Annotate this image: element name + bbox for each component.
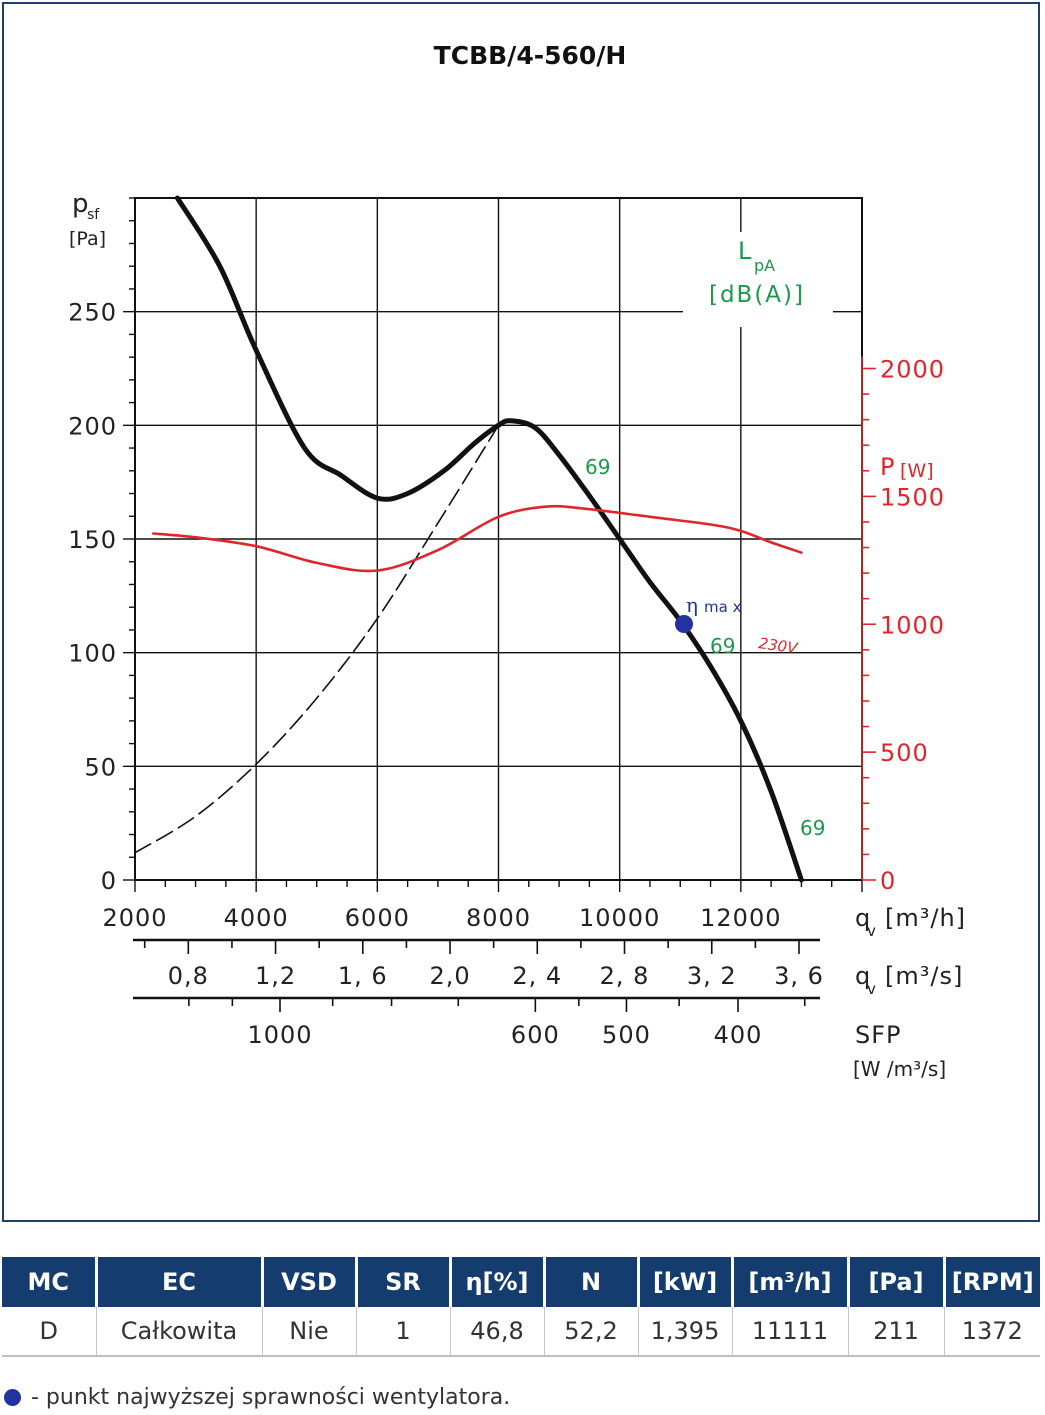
x2-tick-label: 1, 6 bbox=[338, 962, 388, 990]
sfp-tick-label: 600 bbox=[511, 1021, 560, 1049]
table-cell: D bbox=[2, 1307, 97, 1357]
y-tick-label: 200 bbox=[68, 412, 117, 440]
eta-max-point bbox=[675, 615, 693, 633]
label-layer: LpA [dB(A)] 230V 69 69 69 η ma x bbox=[585, 237, 825, 840]
table-header-cell: [Pa] bbox=[848, 1257, 946, 1307]
table-header-cell: [RPM] bbox=[944, 1257, 1040, 1307]
chart-title: TCBB/4-560/H bbox=[434, 41, 627, 70]
x-tick-label: 12000 bbox=[700, 904, 781, 932]
power-axis-label: P bbox=[880, 453, 894, 481]
legend-note: - punkt najwyższej sprawności wentylator… bbox=[4, 1385, 510, 1410]
spec-table: MC EC VSD SR η[%] N [kW] [m³/h] [Pa] [RPM] D Całko… bbox=[2, 1257, 1040, 1357]
series-power-curve bbox=[151, 504, 803, 573]
table-cell: Całkowita bbox=[96, 1307, 263, 1357]
eta-max-label-sub: ma x bbox=[704, 598, 742, 616]
table-cell: 211 bbox=[848, 1307, 945, 1357]
x-axis-unit: [m³/h] bbox=[885, 904, 966, 932]
sfp-tick-label: 1000 bbox=[247, 1021, 312, 1049]
y-axis-unit: [Pa] bbox=[69, 228, 106, 250]
noise-level-label: 69 bbox=[585, 455, 610, 479]
x-tick-label: 8000 bbox=[466, 904, 531, 932]
y-tick-label: 250 bbox=[68, 299, 117, 327]
sfp-tick-label: 500 bbox=[602, 1021, 651, 1049]
table-header-cell: VSD bbox=[262, 1257, 358, 1307]
x2-axis-label: q bbox=[855, 962, 871, 990]
x-tick-label: 2000 bbox=[102, 904, 167, 932]
y-tick-label: 100 bbox=[68, 640, 117, 668]
series-system-curve bbox=[134, 424, 500, 854]
y-tick-label: 150 bbox=[68, 526, 117, 554]
table-header-row: MC EC VSD SR η[%] N [kW] [m³/h] [Pa] [RPM] bbox=[2, 1257, 1040, 1307]
lpa-label-background bbox=[683, 232, 833, 327]
lpa-label: L bbox=[738, 237, 752, 265]
x2-tick-label: 3, 2 bbox=[687, 962, 737, 990]
power-tick-label: 500 bbox=[880, 739, 929, 767]
x2-tick-label: 2, 4 bbox=[512, 962, 562, 990]
lpa-label-sub: pA bbox=[754, 256, 775, 275]
table-cell: Nie bbox=[262, 1307, 357, 1357]
sfp-axis-unit: [W /m³/s] bbox=[853, 1057, 946, 1081]
x2-tick-label: 3, 6 bbox=[774, 962, 824, 990]
x2-tick-label: 2,0 bbox=[429, 962, 470, 990]
table-header-cell: [kW] bbox=[638, 1257, 734, 1307]
x-tick-label: 6000 bbox=[345, 904, 410, 932]
table-cell: 46,8 bbox=[450, 1307, 545, 1357]
power-curve-label: 230V bbox=[757, 634, 800, 657]
y-axis-label: p bbox=[72, 189, 89, 219]
x2-axis-unit: [m³/s] bbox=[885, 962, 963, 990]
sfp-axis-label: SFP bbox=[855, 1021, 902, 1049]
table-cell: 52,2 bbox=[544, 1307, 639, 1357]
y-tick-label: 0 bbox=[101, 867, 117, 895]
noise-level-label: 69 bbox=[710, 634, 735, 658]
table-header-cell: SR bbox=[356, 1257, 452, 1307]
x2-axis-label-sub: v bbox=[867, 980, 876, 998]
table-header-cell: η[%] bbox=[450, 1257, 546, 1307]
x-tick-label: 10000 bbox=[579, 904, 660, 932]
power-axis-unit: [W] bbox=[900, 460, 934, 482]
table-header-cell: EC bbox=[96, 1257, 264, 1307]
power-tick-label: 1000 bbox=[880, 611, 945, 639]
lpa-label-unit: [dB(A)] bbox=[709, 282, 805, 308]
table-cell: 1,395 bbox=[638, 1307, 733, 1357]
x2-tick-label: 1,2 bbox=[255, 962, 296, 990]
table-header-cell: MC bbox=[2, 1257, 98, 1307]
table-cell: 1372 bbox=[944, 1307, 1040, 1357]
x2-tick-label: 0,8 bbox=[168, 962, 209, 990]
x-axis-label-sub: v bbox=[867, 922, 876, 940]
x2-tick-label: 2, 8 bbox=[600, 962, 650, 990]
table-header-cell: N bbox=[544, 1257, 640, 1307]
noise-level-label: 69 bbox=[800, 816, 825, 840]
y-tick-label: 50 bbox=[84, 753, 117, 781]
eta-max-label: η bbox=[686, 593, 698, 617]
table-cell: 1 bbox=[356, 1307, 451, 1357]
y-axis-label-sub: sf bbox=[87, 207, 100, 223]
x-axis-label: q bbox=[855, 904, 871, 932]
series-pressure-curve bbox=[174, 195, 804, 883]
table-row: D Całkowita Nie 1 46,8 52,2 1,395 11111 211 1372 bbox=[2, 1307, 1040, 1357]
chart-frame bbox=[2, 2, 1040, 1222]
power-tick-label: 0 bbox=[880, 867, 896, 895]
power-tick-label: 2000 bbox=[880, 356, 945, 384]
power-tick-label: 1500 bbox=[880, 483, 945, 511]
sfp-tick-label: 400 bbox=[714, 1021, 763, 1049]
legend-note-text: - punkt najwyższej sprawności wentylator… bbox=[31, 1385, 511, 1410]
series-layer bbox=[134, 195, 804, 883]
eta-max-legend-dot bbox=[4, 1389, 21, 1406]
table-header-cell: [m³/h] bbox=[732, 1257, 850, 1307]
table-cell: 11111 bbox=[732, 1307, 849, 1357]
x-tick-label: 4000 bbox=[224, 904, 289, 932]
